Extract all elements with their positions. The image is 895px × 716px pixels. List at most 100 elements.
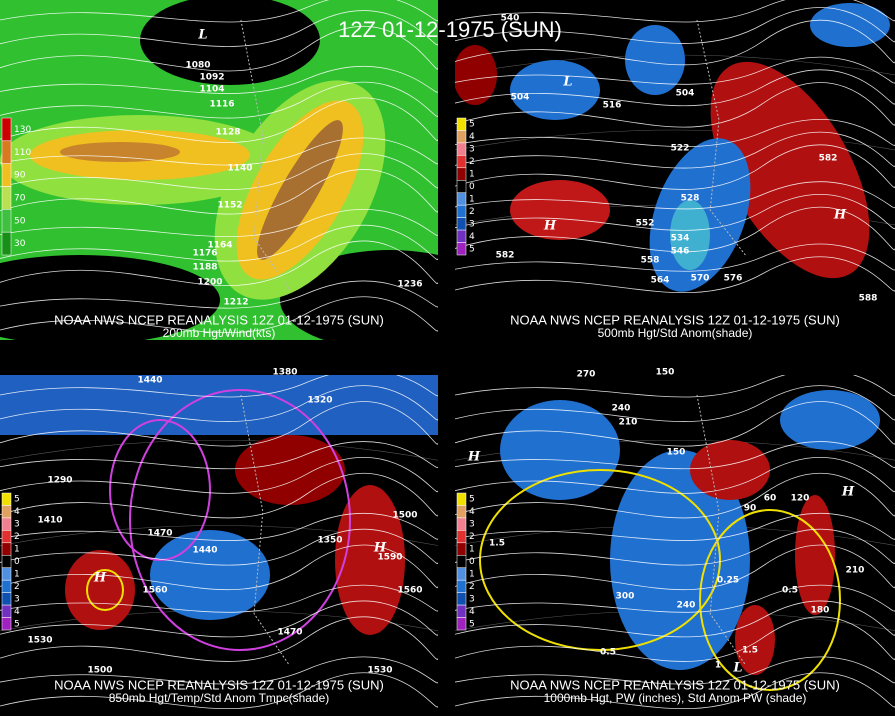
pressure-center: L [732,661,742,676]
height-contour [0,209,438,237]
panel-fields [0,375,438,709]
colorbar-label: 1 [469,194,475,204]
anomaly-shade [810,3,890,47]
height-contour [455,0,895,23]
colorbar-label: 3 [469,145,475,155]
contour-label: 1092 [199,73,224,83]
contour-label: 504 [511,93,530,103]
contour-label: 1500 [392,511,417,521]
colorbar-label: 4 [469,132,475,142]
contour-label: 0.25 [717,576,739,586]
contour-label: 570 [691,274,710,284]
contour-label: 1188 [192,263,217,273]
contour-label: 1410 [37,516,62,526]
colorbar-label: 3 [469,219,475,229]
colorbar-swatch [1,567,12,581]
colorbar-swatch [1,163,12,187]
contour-label: 558 [641,256,660,266]
colorbar-label: 1 [469,545,475,555]
anomaly-shade [699,509,841,691]
height-contour [455,544,895,591]
contour-label: 90 [744,504,757,514]
colorbar-label: 2 [469,157,475,167]
colorbar-label: 70 [14,193,26,203]
height-contour [455,181,895,210]
colorbar-label: 2 [469,532,475,542]
colorbar-label: 5 [469,495,475,505]
contour-label: 0.5 [782,586,798,596]
colorbar-swatch [456,142,467,156]
colorbar-swatch [1,530,12,544]
colorbar-label: 1 [469,170,475,180]
colorbar-label: 3 [469,520,475,530]
colorbar-label: 0 [469,182,475,192]
colorbar-swatch [1,505,12,519]
panel-subtitle: 500mb Hgt/Std Anom(shade) [598,326,753,340]
colorbar-swatch [456,229,467,243]
colorbar-label: 4 [14,507,20,517]
height-contour [0,513,438,541]
colorbar-swatch [1,617,12,631]
colorbar-swatch [1,604,12,618]
anomaly-shade [735,605,775,675]
height-contour [455,616,895,662]
colorbar-swatch [456,555,467,568]
anomaly-shade [510,180,610,240]
anomaly-shade [235,435,345,505]
anomaly-shade [670,200,710,270]
colorbar-label: 0 [469,557,475,567]
colorbar-swatch [1,579,12,593]
height-contour [0,584,438,613]
contour-label: 1140 [227,164,252,174]
contour-label: 1212 [223,298,248,308]
contour-label: 1380 [272,368,297,378]
map-panel: 5 4 3 2 1 0 1 2 3 4 5 1380 1440 1320 1290 1410 1470 1440 1… [0,368,438,709]
colorbar-swatch [456,117,467,131]
colorbar-label: 0 [14,557,20,567]
contour-label: 1470 [277,628,302,638]
contour-label: 1320 [307,396,332,406]
anomaly-shade [780,390,880,450]
height-contour [0,0,438,23]
height-contour [455,528,895,566]
coastline [240,394,290,666]
contour-label: 1116 [209,100,234,110]
colorbar-swatch [456,505,467,519]
coastline [696,394,746,666]
height-contour [455,401,895,447]
colorbar-label: 130 [14,125,31,135]
contour-label: 516 [603,101,622,111]
colorbar-swatch [1,592,12,606]
contour-label: 546 [671,247,690,257]
pressure-center: L [562,75,572,90]
contour-label: 1.5 [489,539,505,549]
height-contour [0,441,438,470]
contour-label: 1176 [192,249,217,259]
anomaly-shade [510,60,600,120]
colorbar-swatch [456,542,467,556]
height-contour [0,137,438,166]
colorbar-swatch [456,604,467,618]
height-contour [0,296,438,333]
contour-label: 240 [677,601,696,611]
panel-caption: NOAA NWS NCEP REANALYSIS 12Z 01-12-1975 … [54,312,384,327]
colorbar-label: 30 [14,239,26,249]
colorbar-swatch [1,542,12,556]
coastline [696,19,746,256]
contour-label: 1560 [397,586,422,596]
pressure-center: L [197,28,207,43]
colorbar-swatch [456,517,467,531]
height-contour [455,672,895,709]
height-contour [0,401,438,447]
contour-label: 1104 [199,85,224,95]
contour-label: 552 [636,219,655,229]
height-contour [455,457,895,494]
height-contour [0,672,438,709]
panel-subtitle: 850mb Hgt/Temp/Std Anom Tmpc(shade) [109,691,330,705]
pressure-center: H [467,450,481,465]
colorbar-label: 50 [14,216,26,226]
colorbar-swatch [1,555,12,568]
height-contour [0,544,438,591]
panel-caption: NOAA NWS NCEP REANALYSIS 12Z 01-12-1975 … [510,677,840,692]
